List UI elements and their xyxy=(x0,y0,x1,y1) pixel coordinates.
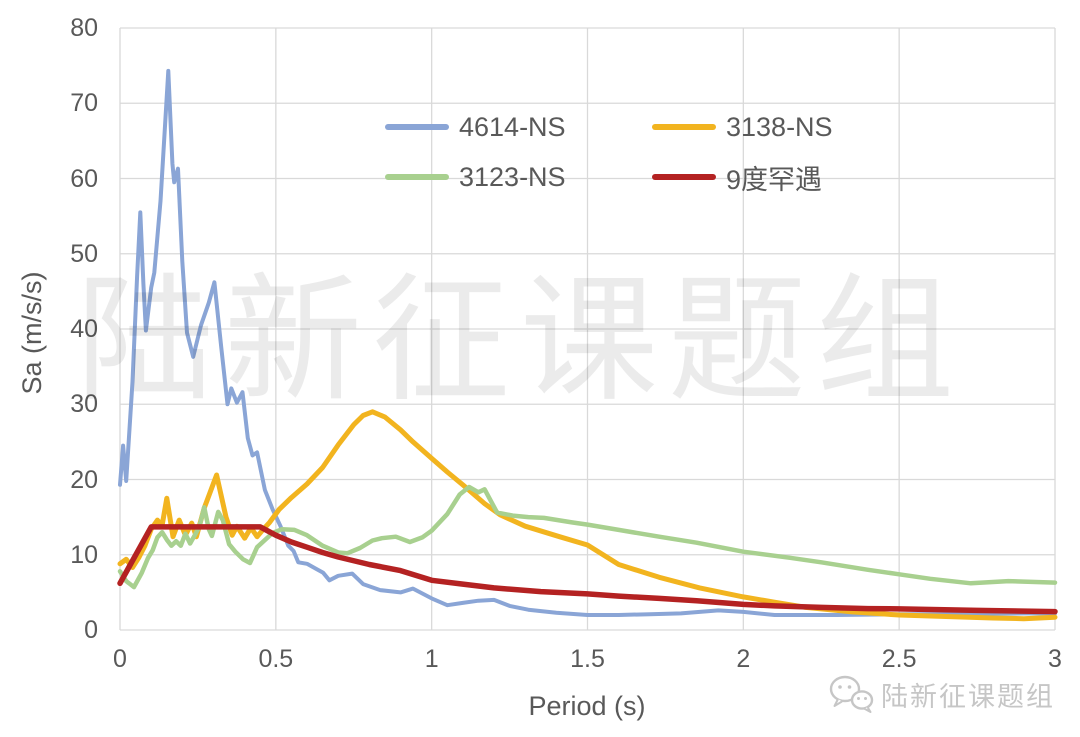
x-tick-label: 1 xyxy=(424,645,439,673)
y-axis-title: Sa (m/s/s) xyxy=(17,271,47,395)
legend-label: 3123-NS xyxy=(459,161,566,192)
legend-swatch-gold xyxy=(652,124,716,130)
legend-item-3123-ns: 3123-NS xyxy=(385,162,566,192)
y-tick-label: 30 xyxy=(70,390,98,419)
legend-swatch-green xyxy=(385,174,449,180)
legend-item-3138-ns: 3138-NS xyxy=(652,112,833,142)
y-tick-label: 0 xyxy=(84,616,98,644)
y-tick-label: 60 xyxy=(70,164,98,193)
y-tick-label: 80 xyxy=(70,14,98,42)
legend-label: 9度罕遇 xyxy=(726,164,823,195)
legend-label: 4614-NS xyxy=(459,111,566,142)
x-tick-label: 0.5 xyxy=(258,645,294,673)
y-tick-label: 10 xyxy=(70,540,98,569)
x-tick-label: 3 xyxy=(1048,645,1062,673)
legend-swatch-red xyxy=(652,174,716,180)
y-tick-label: 20 xyxy=(70,465,98,494)
x-axis-title: Period (s) xyxy=(528,691,646,721)
legend-label: 3138-NS xyxy=(726,111,833,142)
y-tick-label: 40 xyxy=(70,315,98,343)
legend-item-9du-hanyu: 9度罕遇 xyxy=(652,162,822,195)
x-tick-label: 0 xyxy=(113,645,127,673)
x-tick-label: 2 xyxy=(736,645,751,673)
legend-swatch-blue xyxy=(385,124,449,130)
y-tick-label: 70 xyxy=(70,89,98,118)
y-tick-label: 50 xyxy=(70,239,98,268)
x-tick-label: 1.5 xyxy=(570,645,605,673)
x-tick-label: 2.5 xyxy=(881,645,917,673)
legend-item-4614-ns: 4614-NS xyxy=(385,112,566,142)
